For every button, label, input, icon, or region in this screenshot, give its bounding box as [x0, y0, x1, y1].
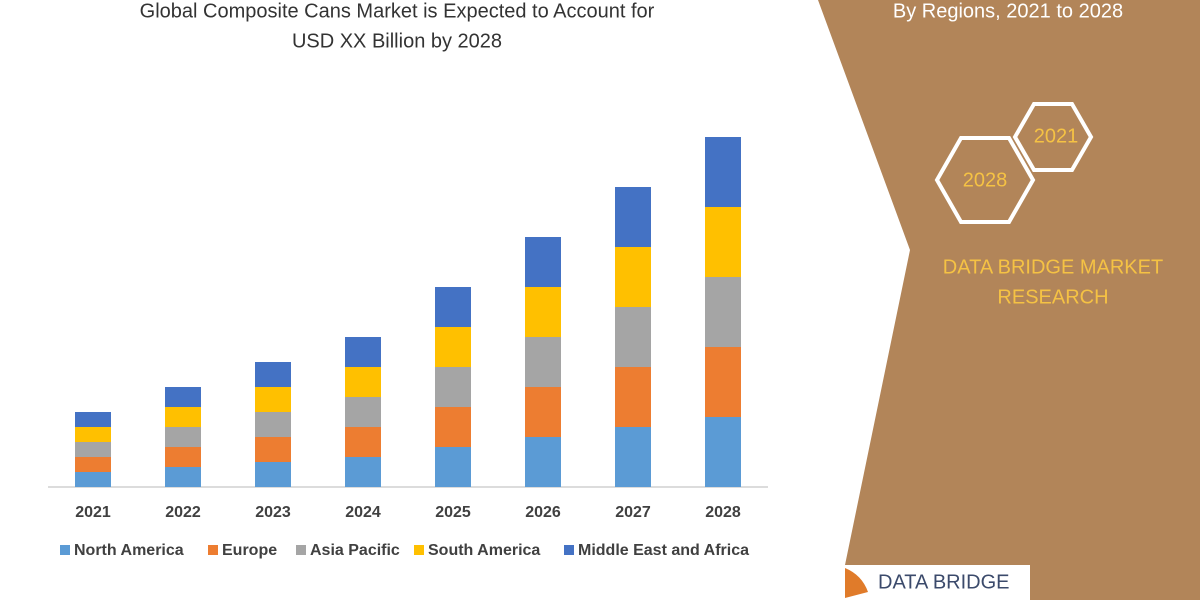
- side-panel: [818, 0, 1200, 600]
- legend-swatch: [60, 545, 70, 555]
- legend-swatch: [296, 545, 306, 555]
- bar-segment: [705, 347, 741, 417]
- bar-segment: [435, 367, 471, 407]
- legend-label: North America: [74, 542, 184, 559]
- bar-segment: [345, 427, 381, 457]
- bar-segment: [255, 437, 291, 462]
- panel-heading: By Regions, 2021 to 2028: [893, 0, 1123, 22]
- legend-label: Middle East and Africa: [578, 542, 749, 559]
- bar-segment: [525, 387, 561, 437]
- logo-icon: [845, 568, 868, 598]
- hexagon-label: 2021: [1034, 125, 1079, 147]
- x-tick-label: 2022: [165, 504, 201, 521]
- bar-segment: [705, 417, 741, 487]
- bar-segment: [165, 467, 201, 487]
- bar-segment: [705, 137, 741, 207]
- bar-segment: [75, 412, 111, 427]
- bar-segment: [165, 387, 201, 407]
- bar-segment: [525, 337, 561, 387]
- bar-segment: [615, 247, 651, 307]
- bar-segment: [75, 442, 111, 457]
- bar-segment: [255, 387, 291, 412]
- bar-segment: [75, 457, 111, 472]
- logo-text: DATA BRIDGE: [878, 571, 1010, 593]
- bar-segment: [345, 457, 381, 487]
- hexagon-label: 2028: [963, 169, 1008, 191]
- bar-segment: [255, 412, 291, 437]
- x-tick-label: 2021: [75, 504, 111, 521]
- bar-segment: [435, 407, 471, 447]
- bar-segment: [165, 407, 201, 427]
- bar-segment: [345, 367, 381, 397]
- bar-segment: [255, 462, 291, 487]
- bar-segment: [615, 307, 651, 367]
- legend-swatch: [208, 545, 218, 555]
- bar-segment: [165, 427, 201, 447]
- bar-segment: [435, 327, 471, 367]
- bar-segment: [345, 397, 381, 427]
- legend-swatch: [564, 545, 574, 555]
- bar-segment: [75, 427, 111, 442]
- brand-text: DATA BRIDGE MARKET: [943, 256, 1163, 278]
- bar-segment: [705, 277, 741, 347]
- hexagon: [1012, 102, 1094, 172]
- x-tick-label: 2028: [705, 504, 741, 521]
- hexagon: [934, 136, 1036, 224]
- x-tick-label: 2025: [435, 504, 471, 521]
- bar-segment: [615, 427, 651, 487]
- x-tick-label: 2024: [345, 504, 381, 521]
- legend-label: Asia Pacific: [310, 542, 400, 559]
- bar-segment: [525, 237, 561, 287]
- bar-segment: [435, 447, 471, 487]
- x-tick-label: 2023: [255, 504, 291, 521]
- bar-segment: [75, 472, 111, 487]
- bar-segment: [255, 362, 291, 387]
- brand-text: RESEARCH: [997, 286, 1108, 308]
- bar-segment: [705, 207, 741, 277]
- bar-segment: [525, 437, 561, 487]
- bar-segment: [615, 187, 651, 247]
- bar-segment: [345, 337, 381, 367]
- chart-title: Global Composite Cans Market is Expected…: [140, 0, 655, 22]
- bar-segment: [435, 287, 471, 327]
- x-tick-label: 2026: [525, 504, 561, 521]
- bar-segment: [525, 287, 561, 337]
- legend-label: South America: [428, 542, 540, 559]
- x-tick-label: 2027: [615, 504, 651, 521]
- legend-swatch: [414, 545, 424, 555]
- bar-segment: [615, 367, 651, 427]
- chart-title: USD XX Billion by 2028: [292, 30, 502, 52]
- bar-segment: [165, 447, 201, 467]
- legend-label: Europe: [222, 542, 277, 559]
